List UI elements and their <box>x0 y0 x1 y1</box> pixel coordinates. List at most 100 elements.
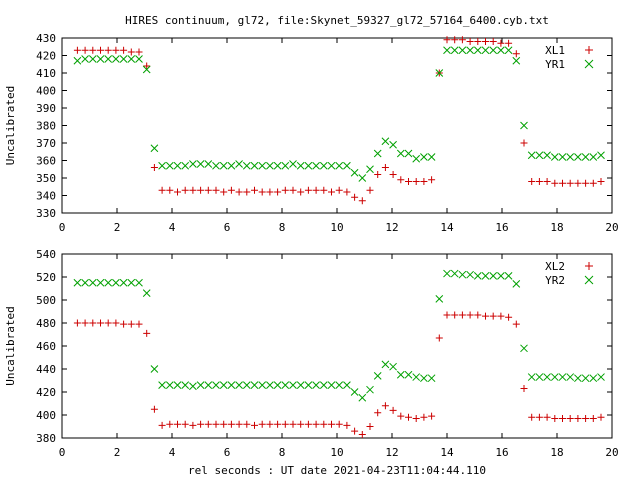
bottom-xl2-point <box>489 312 497 320</box>
bottom-yr2-point <box>266 381 274 389</box>
bottom-yr2-point <box>127 278 136 287</box>
bottom-x-tick-label: 16 <box>495 446 508 459</box>
bottom-xl2-point <box>551 414 559 422</box>
bottom-x-tick-label: 14 <box>440 446 454 459</box>
bottom-yr2-point <box>527 373 536 381</box>
bottom-xl2-point <box>243 420 251 428</box>
bottom-y-tick-label: 440 <box>36 363 56 376</box>
top-x-tick-label: 4 <box>169 221 176 234</box>
top-xl1-point <box>597 178 605 185</box>
bottom-xl2-point <box>559 414 566 422</box>
top-x-tick-label: 14 <box>440 221 454 234</box>
bottom-xl2-point <box>443 311 451 319</box>
top-xl1-point <box>212 186 220 194</box>
bottom-yr2-point <box>412 373 421 381</box>
bottom-yr2-point <box>112 278 120 287</box>
top-yr1-point <box>381 137 390 146</box>
top-xl1-point <box>520 139 528 147</box>
top-legend-label-yr1: YR1 <box>545 58 565 71</box>
top-legend-marker-yr1 <box>584 59 594 69</box>
bottom-yr2-point <box>304 381 313 389</box>
bottom-yr2-point <box>219 381 228 389</box>
bottom-xl2-point <box>135 320 143 328</box>
bottom-xl2-point <box>220 420 228 428</box>
bottom-xl2-point <box>343 421 351 429</box>
top-xl1-point <box>181 186 189 194</box>
bottom-xl2-point <box>435 334 443 342</box>
bottom-xl2-point <box>158 421 166 429</box>
top-xl1-point <box>343 188 351 196</box>
bottom-xl2-point <box>381 402 389 410</box>
top-yr1-point <box>427 153 436 161</box>
bottom-xl2-point <box>412 414 420 422</box>
top-xl1-point <box>281 186 289 194</box>
bottom-yr2-point <box>142 289 151 297</box>
top-xl1-point <box>166 186 174 194</box>
top-yr1-point <box>481 46 490 55</box>
bottom-xl2-point <box>328 420 335 428</box>
top-xl1-point <box>582 179 590 187</box>
bottom-xl2-point <box>150 405 158 413</box>
top-yr1-point <box>73 56 82 65</box>
bottom-yr2-point <box>204 381 213 389</box>
bottom-xl2-point <box>143 329 151 337</box>
top-xl1-point <box>443 36 451 44</box>
bottom-xl2-point <box>474 311 482 319</box>
top-yr1-point <box>289 160 297 168</box>
bottom-yr2-point <box>335 381 344 389</box>
top-yr1-point <box>112 55 120 63</box>
top-xl1-point <box>482 38 489 45</box>
bottom-xl2-point <box>89 319 97 327</box>
top-yr1-point <box>219 161 228 170</box>
top-yr1-point <box>535 151 544 160</box>
bottom-xl2-point <box>104 319 112 327</box>
bottom-xl2-point <box>235 420 243 428</box>
bottom-yr2-point <box>489 271 498 280</box>
top-xl1-point <box>235 188 243 196</box>
top-xl1-point <box>158 186 166 194</box>
bottom-yr2-point <box>81 278 89 287</box>
bottom-xl2-point <box>281 420 289 428</box>
top-yr1-point <box>412 154 421 163</box>
bottom-xl2-point <box>81 319 89 327</box>
bottom-xl2-point <box>266 420 274 428</box>
bottom-xl2-point <box>120 320 128 328</box>
top-yr1-point <box>597 151 605 160</box>
bottom-xl2-point <box>597 413 605 421</box>
top-xl1-point <box>574 179 582 187</box>
bottom-yr2-point <box>373 372 382 380</box>
top-yr1-point <box>466 46 474 55</box>
bottom-xl2-point <box>112 319 120 327</box>
top-yr1-point <box>142 65 151 74</box>
bottom-yr2-point <box>88 278 97 287</box>
bottom-legend-marker-xl2 <box>585 262 593 270</box>
top-x-tick-label: 20 <box>605 221 618 234</box>
bottom-yr2-point <box>250 381 259 389</box>
top-xl1-point <box>366 186 374 194</box>
bottom-xl2-point <box>582 414 590 422</box>
bottom-xl2-point <box>566 414 574 422</box>
bottom-yr2-point <box>566 373 575 381</box>
top-x-tick-label: 12 <box>385 221 398 234</box>
bottom-legend-marker-yr2 <box>584 275 594 285</box>
bottom-yr2-point <box>242 381 251 389</box>
bottom-xl2-point <box>127 320 135 328</box>
top-yr1-point <box>473 46 482 55</box>
top-xl1-point <box>458 36 466 44</box>
top-yr1-point <box>127 55 136 63</box>
top-panel: 0 2 4 6 8 10 12 14 16 18 20 330 340 350 360 370 380 390 40… <box>4 32 619 234</box>
top-yr1-point <box>335 161 344 170</box>
bottom-yr2-point <box>558 373 567 381</box>
bottom-xl2-point <box>366 423 374 430</box>
top-xl1-point <box>512 50 520 58</box>
bottom-yr2-point <box>427 374 436 383</box>
top-yr1-point <box>581 153 590 161</box>
bottom-yr2-point <box>535 373 544 381</box>
top-xl1-point <box>543 178 551 185</box>
bottom-xl2-point <box>520 385 528 393</box>
top-yr1-point <box>327 161 336 170</box>
bottom-xl2-point <box>197 420 205 428</box>
top-xl1-point <box>304 186 312 194</box>
top-yr1-point <box>96 55 105 63</box>
